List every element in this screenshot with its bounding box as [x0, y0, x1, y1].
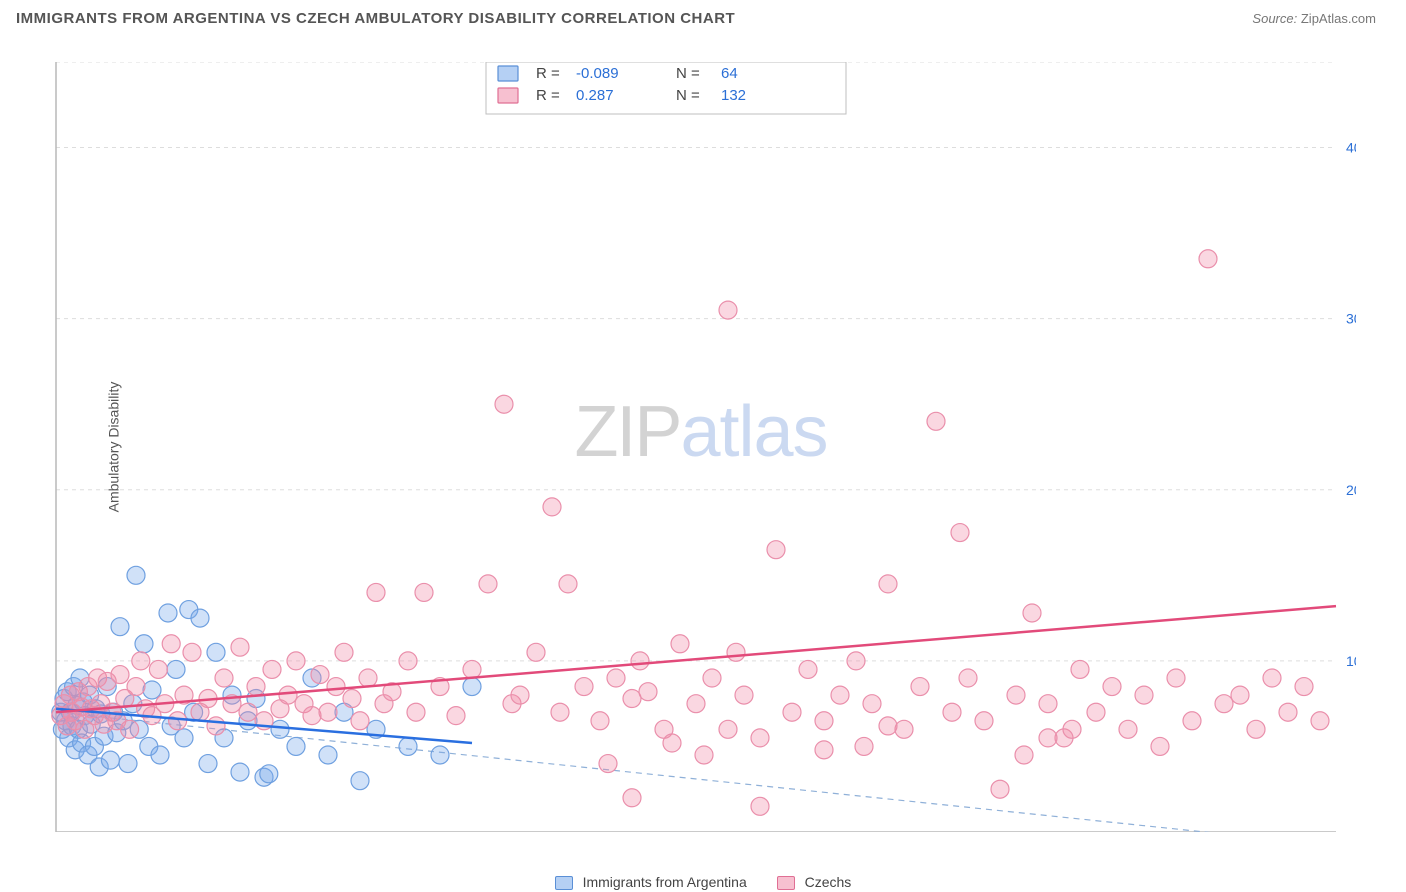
svg-text:R =: R =	[536, 87, 560, 104]
svg-text:10.0%: 10.0%	[1346, 653, 1356, 669]
svg-text:132: 132	[721, 87, 746, 104]
svg-text:40.0%: 40.0%	[1346, 140, 1356, 156]
source-name: ZipAtlas.com	[1301, 11, 1376, 26]
legend-label-argentina: Immigrants from Argentina	[583, 874, 747, 890]
svg-text:20.0%: 20.0%	[1346, 482, 1356, 498]
svg-text:-0.089: -0.089	[576, 65, 619, 82]
legend-item-argentina: Immigrants from Argentina	[555, 874, 747, 890]
svg-text:30.0%: 30.0%	[1346, 311, 1356, 327]
page-title: IMMIGRANTS FROM ARGENTINA VS CZECH AMBUL…	[16, 10, 735, 27]
legend-swatch-czechs	[777, 876, 795, 890]
svg-text:64: 64	[721, 65, 738, 82]
svg-text:0.287: 0.287	[576, 87, 614, 104]
chart-container: Ambulatory Disability 0.0%80.0%10.0%20.0…	[46, 62, 1356, 832]
y-axis-label: Ambulatory Disability	[105, 382, 121, 513]
legend-label-czechs: Czechs	[805, 874, 852, 890]
source-label: Source:	[1252, 11, 1297, 26]
source-attribution: Source: ZipAtlas.com	[1252, 11, 1376, 26]
scatter-chart: 0.0%80.0%10.0%20.0%30.0%40.0%R =-0.089N …	[46, 62, 1356, 832]
svg-text:N =: N =	[676, 65, 700, 82]
bottom-legend: Immigrants from Argentina Czechs	[0, 874, 1406, 890]
svg-text:R =: R =	[536, 65, 560, 82]
legend-item-czechs: Czechs	[777, 874, 852, 890]
svg-text:N =: N =	[676, 87, 700, 104]
legend-swatch-argentina	[555, 876, 573, 890]
